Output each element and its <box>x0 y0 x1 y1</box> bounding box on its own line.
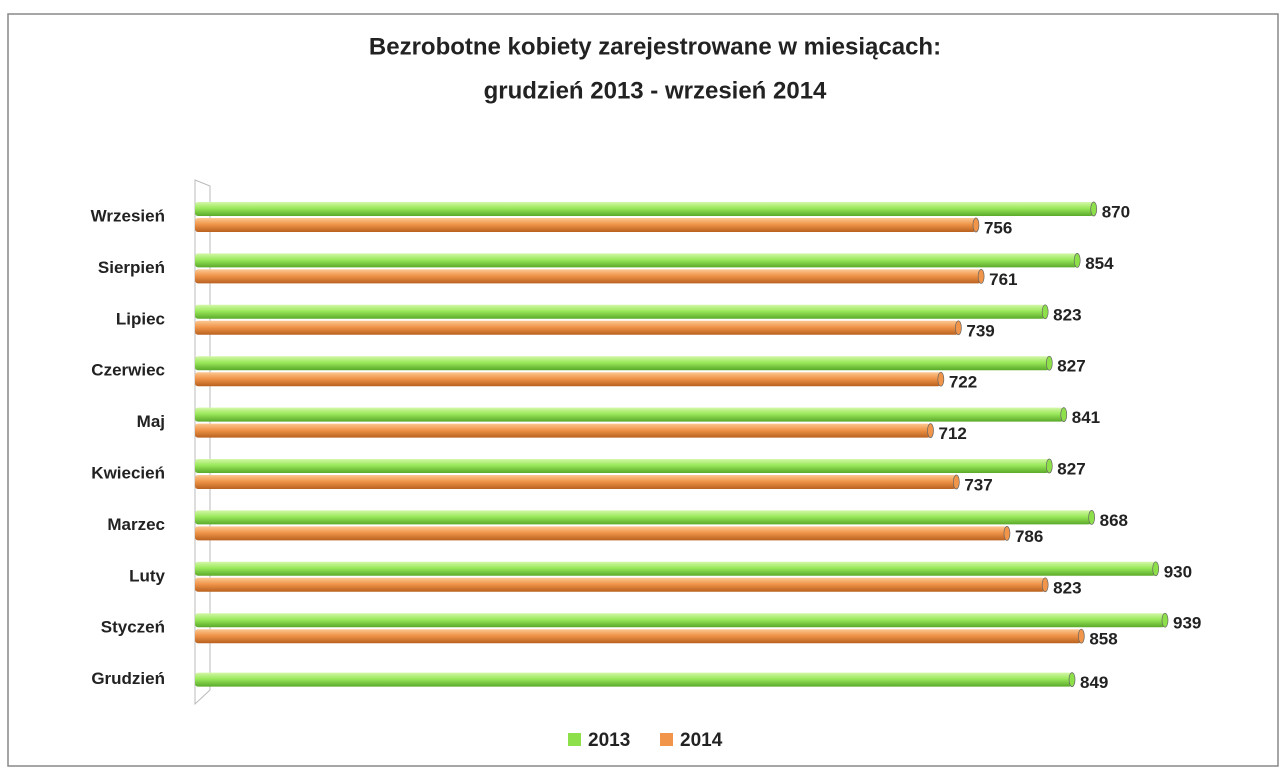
data-label: 841 <box>1072 408 1100 427</box>
y-tick-label: Grudzień <box>91 669 165 688</box>
y-tick-label: Styczeń <box>101 618 165 637</box>
y-tick-label: Lipiec <box>116 309 165 328</box>
data-label: 827 <box>1057 357 1085 376</box>
bar <box>195 407 1064 422</box>
data-label: 823 <box>1053 305 1081 324</box>
bar <box>195 672 1073 687</box>
bar-cap <box>955 320 962 336</box>
data-label: 712 <box>939 424 967 443</box>
y-tick-label: Maj <box>137 412 165 431</box>
data-label: 761 <box>989 270 1017 289</box>
bar-cap <box>1003 526 1011 541</box>
bar <box>195 202 1094 216</box>
bar <box>195 269 982 284</box>
data-label: 858 <box>1089 630 1117 649</box>
bar <box>195 253 1078 268</box>
data-label: 849 <box>1080 673 1108 692</box>
data-label: 823 <box>1053 578 1081 597</box>
bar-cap <box>1077 628 1085 644</box>
bar-cap <box>952 474 960 490</box>
bar-cap <box>927 423 934 438</box>
data-label: 939 <box>1173 614 1201 633</box>
bar <box>195 561 1156 576</box>
bar <box>195 356 1050 371</box>
chart-title: Bezrobotne kobiety zarejestrowane w mies… <box>369 33 941 60</box>
bar <box>195 372 941 387</box>
y-tick-label: Luty <box>129 566 165 585</box>
data-label: 737 <box>964 475 992 494</box>
bar <box>195 629 1082 644</box>
data-label: 868 <box>1100 511 1128 530</box>
bar-cap <box>1045 458 1053 474</box>
bar <box>195 613 1165 628</box>
bar-cap <box>1161 612 1169 628</box>
legend-swatch <box>568 733 581 746</box>
axis-wall <box>194 179 211 706</box>
bar-cap <box>1045 355 1053 371</box>
bar-cap <box>1152 561 1160 577</box>
bar <box>195 475 957 489</box>
bar <box>195 459 1050 473</box>
bar-cap <box>1041 577 1049 593</box>
bar-cap <box>1090 201 1098 217</box>
bar <box>195 304 1046 319</box>
legend-label: 2014 <box>680 730 723 751</box>
bar-cap <box>1088 510 1096 525</box>
legend-swatch <box>660 733 673 746</box>
legend-label: 2013 <box>588 730 630 751</box>
bar-cap <box>1073 253 1081 268</box>
bar <box>195 320 959 335</box>
data-label: 854 <box>1085 254 1114 273</box>
data-label: 870 <box>1102 202 1130 221</box>
data-label: 827 <box>1057 459 1085 478</box>
bar-cap <box>977 269 985 284</box>
y-tick-label: Czerwiec <box>91 361 165 380</box>
bar <box>195 423 931 438</box>
bar-cap <box>1041 304 1049 320</box>
data-label: 756 <box>984 218 1012 237</box>
y-tick-label: Sierpień <box>98 258 165 277</box>
data-label: 722 <box>949 373 977 392</box>
chart-title: grudzień 2013 - wrzesień 2014 <box>484 77 827 104</box>
bar-cap <box>1060 407 1068 422</box>
data-label: 739 <box>966 321 994 340</box>
y-tick-label: Wrzesień <box>91 206 165 225</box>
bar <box>195 526 1007 541</box>
bar-cap <box>1068 672 1076 687</box>
bar <box>195 510 1092 525</box>
bar-cap <box>972 217 980 233</box>
y-tick-label: Kwiecień <box>91 463 165 482</box>
frame <box>7 13 1279 767</box>
bar-cap <box>937 371 945 387</box>
y-tick-label: Marzec <box>107 515 165 534</box>
bar <box>195 577 1046 592</box>
bar <box>195 218 976 232</box>
data-label: 786 <box>1015 527 1043 546</box>
data-label: 930 <box>1164 562 1192 581</box>
